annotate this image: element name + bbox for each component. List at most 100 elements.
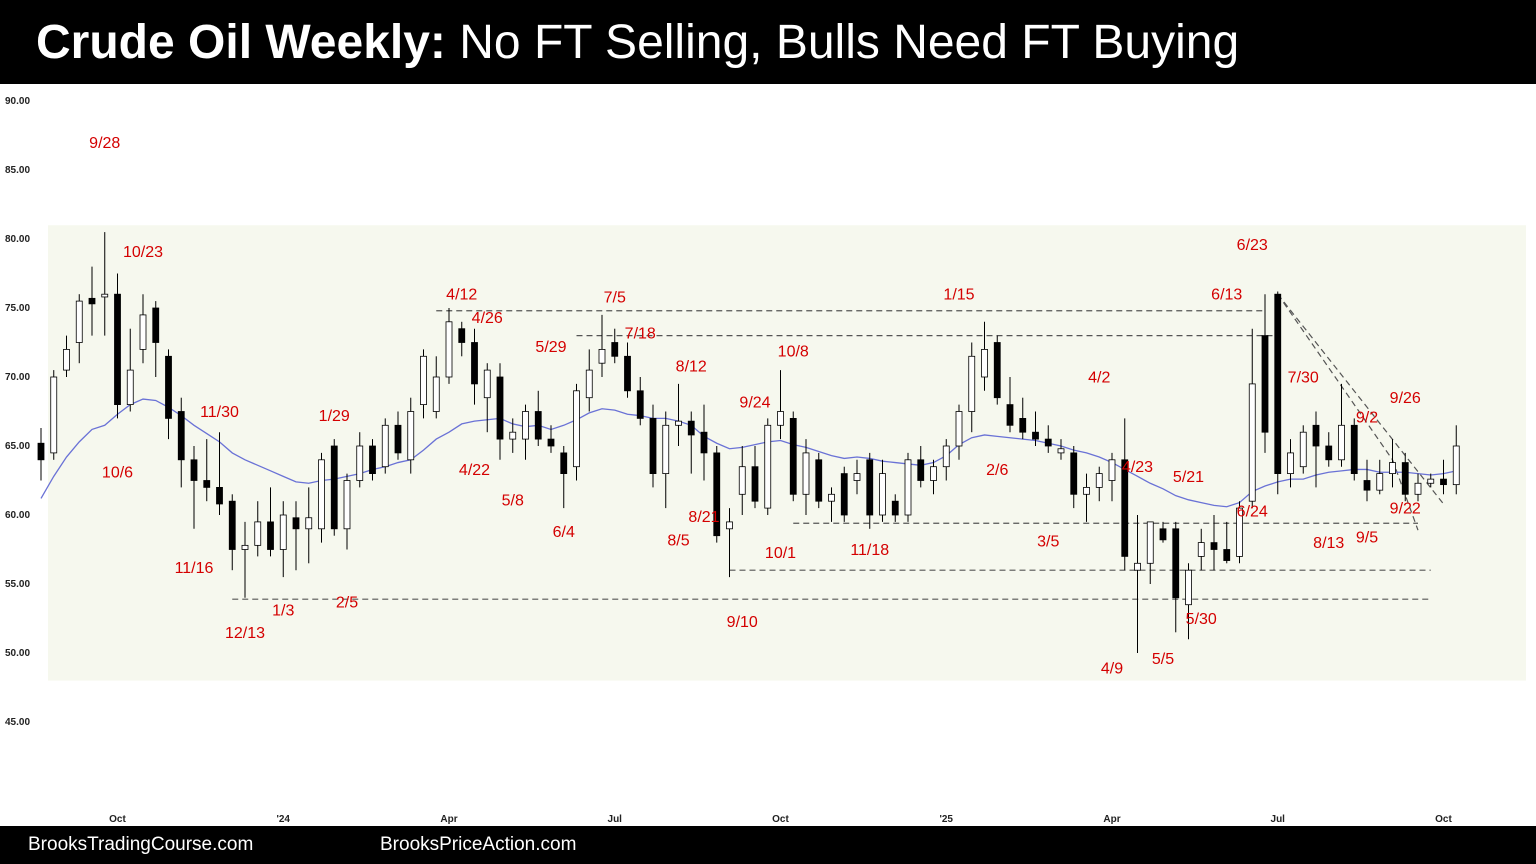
date-annotation: 9/2	[1356, 410, 1378, 427]
date-annotation: 9/22	[1390, 501, 1421, 518]
date-annotation: 5/8	[502, 492, 524, 509]
bull-candle-body	[930, 466, 937, 481]
bull-candle-body	[968, 355, 976, 412]
bull-candle-body	[573, 390, 580, 468]
candle	[917, 446, 925, 488]
candle	[1325, 432, 1333, 467]
date-annotation: 10/1	[765, 545, 796, 562]
date-annotation: 7/30	[1288, 370, 1319, 387]
candle	[139, 294, 147, 364]
date-annotation: 4/9	[1101, 661, 1123, 678]
candle	[547, 425, 555, 453]
x-tick-label: Apr	[1103, 814, 1120, 825]
bear-candle-body	[649, 417, 657, 474]
candle	[292, 501, 300, 571]
candle	[445, 308, 453, 384]
bear-candle-body	[636, 390, 644, 419]
bear-candle-body	[815, 459, 823, 502]
candle	[279, 501, 287, 578]
candle	[381, 418, 389, 474]
bull-candle-body	[675, 420, 682, 426]
candle	[126, 328, 134, 412]
date-annotation: 6/4	[553, 524, 575, 541]
bear-candle-body	[216, 486, 223, 505]
candle	[815, 452, 823, 509]
bear-candle-body	[496, 376, 504, 440]
date-annotation: 9/10	[727, 614, 758, 631]
candle	[1376, 459, 1384, 495]
price-chart: 90.00 85.00 80.00 75.00 70.00 65.00 60.00 55.00…	[5, 96, 1526, 825]
candle	[1338, 383, 1345, 467]
bull-candle-body	[483, 369, 491, 399]
date-annotation: 1/15	[943, 287, 974, 304]
bear-candle-body	[1172, 528, 1180, 599]
y-tick-label: 80.00	[5, 234, 30, 245]
footer-bar: BrooksTradingCourse.com BrooksPriceActio…	[0, 826, 1536, 864]
date-annotation: 8/5	[667, 532, 689, 549]
bull-candle-body	[101, 293, 109, 298]
bear-candle-body	[394, 424, 402, 454]
bull-candle-body	[777, 411, 784, 426]
candle	[318, 452, 325, 543]
candle	[432, 356, 440, 419]
bull-candle-body	[981, 348, 988, 378]
candle	[394, 411, 402, 460]
bull-candle-body	[738, 466, 746, 495]
candle	[802, 439, 810, 515]
bull-candle-body	[1338, 424, 1345, 461]
bull-candle-body	[432, 376, 440, 412]
bull-candle-body	[50, 376, 58, 454]
bear-candle-body	[1261, 335, 1269, 433]
candle	[751, 446, 759, 509]
date-annotation: 6/13	[1211, 287, 1242, 304]
candle	[216, 432, 223, 515]
date-annotation: 2/6	[986, 462, 1008, 479]
bull-candle-body	[420, 355, 427, 405]
y-tick-label: 65.00	[5, 441, 30, 452]
bull-candle-body	[1248, 383, 1256, 502]
bull-candle-body	[1389, 462, 1396, 474]
candle	[1019, 397, 1027, 440]
bear-candle-body	[471, 342, 478, 385]
date-annotation: 5/5	[1152, 651, 1174, 668]
title-instrument: Crude Oil Weekly:	[36, 16, 446, 69]
bear-candle-body	[1121, 459, 1129, 557]
candle	[483, 363, 491, 433]
candle	[267, 487, 274, 557]
bear-candle-body	[114, 293, 121, 405]
date-annotation: 5/21	[1173, 469, 1204, 486]
x-tick-label: Jul	[608, 814, 623, 825]
bull-candle-body	[955, 411, 963, 447]
candle	[50, 370, 58, 460]
bear-candle-body	[624, 355, 631, 392]
candle	[1070, 446, 1078, 509]
candle	[1121, 418, 1129, 571]
candle	[930, 459, 937, 495]
candle	[101, 232, 109, 336]
date-annotation: 4/22	[459, 462, 490, 479]
candle	[534, 390, 542, 446]
bull-candle-body	[1134, 562, 1141, 571]
x-tick-label: Oct	[109, 814, 126, 825]
bear-candle-body	[687, 420, 695, 436]
candle	[585, 349, 593, 412]
y-tick-label: 55.00	[5, 579, 30, 590]
candle	[165, 349, 172, 440]
candle	[968, 342, 976, 433]
candle	[1223, 521, 1231, 564]
bear-candle-body	[203, 480, 211, 488]
x-tick-label: Jul	[1271, 814, 1286, 825]
y-tick-label: 85.00	[5, 165, 30, 176]
candle	[687, 411, 695, 474]
bull-candle-body	[1095, 473, 1103, 488]
title-headline: No FT Selling, Bulls Need FT Buying	[459, 16, 1240, 69]
bear-candle-body	[840, 473, 848, 516]
candle	[1440, 459, 1447, 495]
bull-candle-body	[254, 521, 262, 546]
date-annotation: 9/5	[1356, 530, 1378, 547]
bear-candle-body	[152, 307, 160, 343]
bull-candle-body	[407, 411, 415, 461]
candle	[1312, 411, 1320, 488]
bear-candle-body	[292, 517, 300, 530]
candle	[1146, 521, 1154, 584]
